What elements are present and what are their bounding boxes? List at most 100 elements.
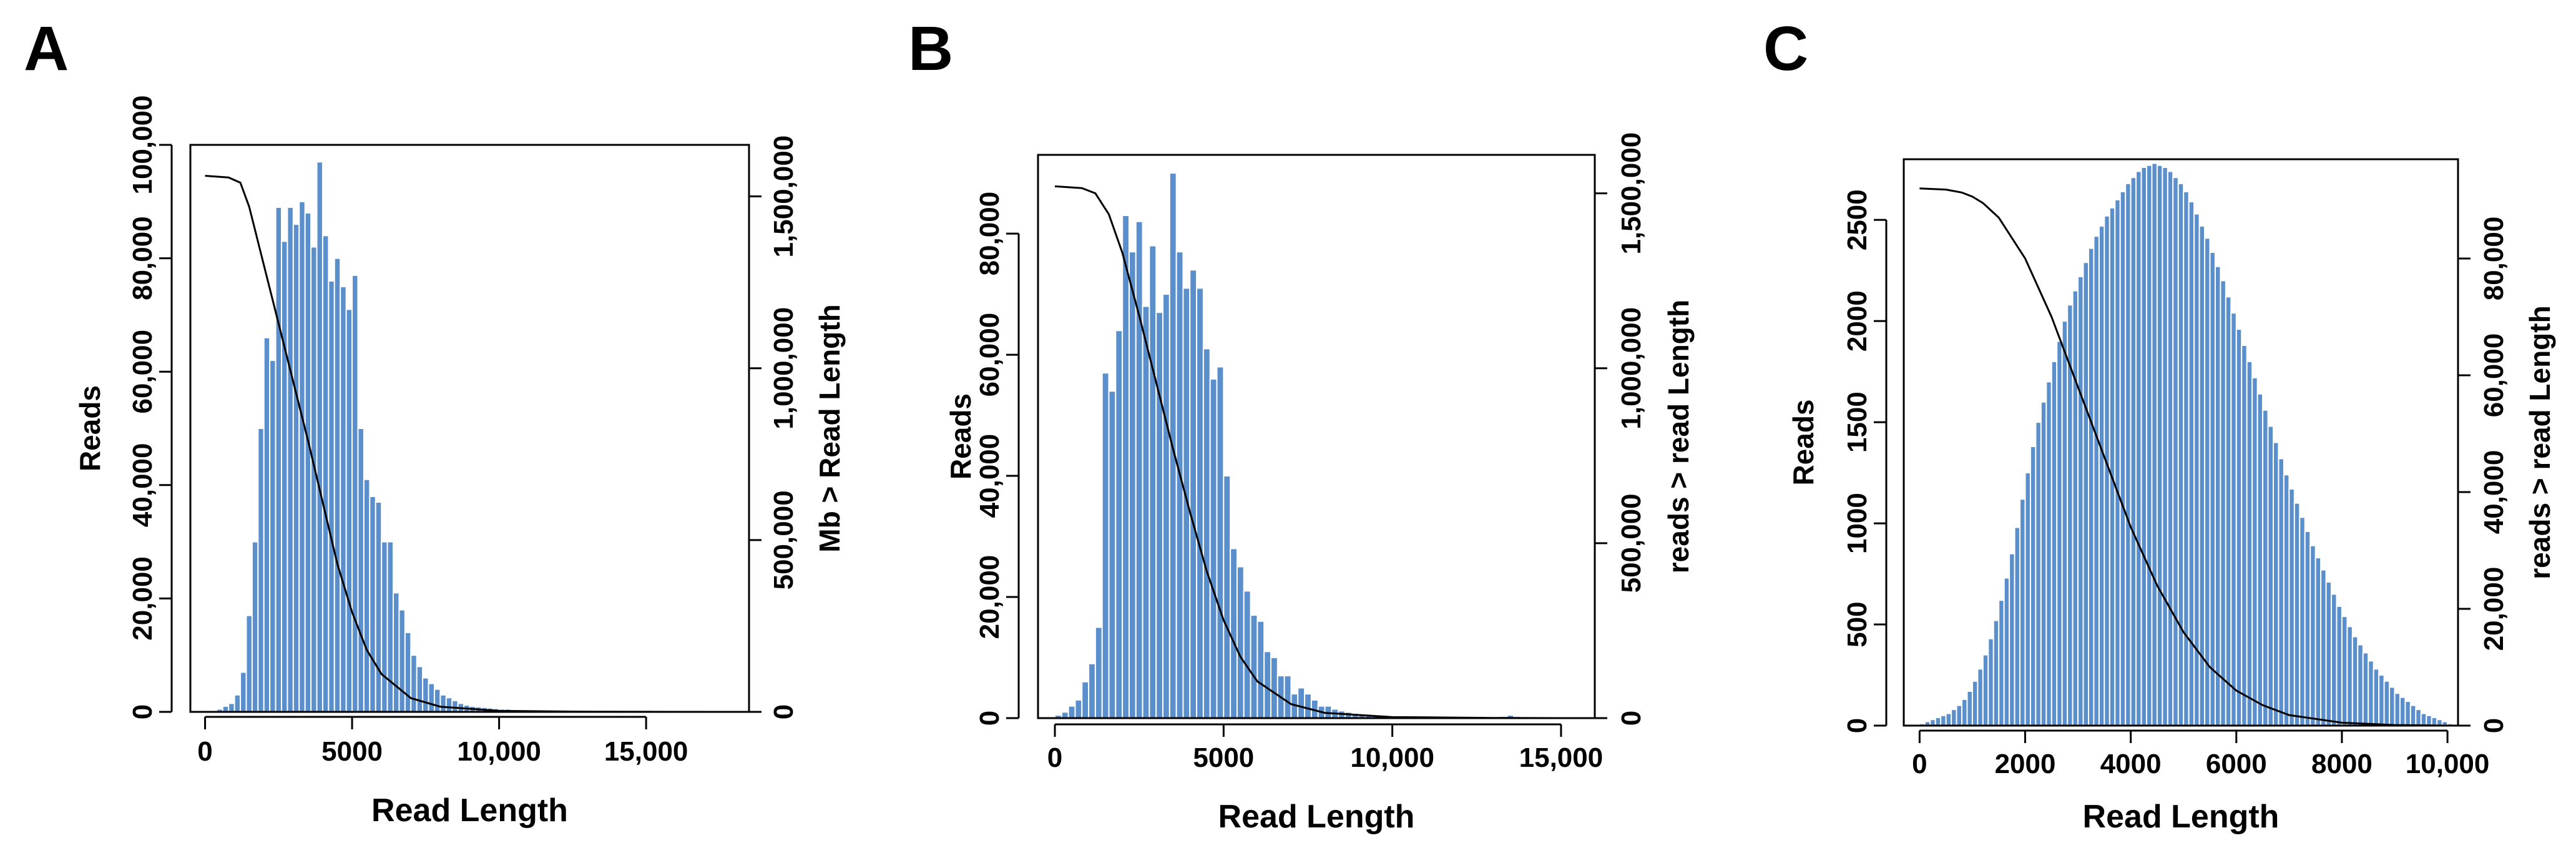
panel-c-x-axis-title: Read Length <box>2083 799 2280 835</box>
panel-label-c: C <box>1763 14 1808 84</box>
panel-c-bar <box>2029 445 2037 726</box>
panel-a-bar <box>298 200 306 712</box>
panel-c-y2-axis-title: reads > read Length <box>2524 305 2556 579</box>
panel-c-bar <box>2003 577 2010 727</box>
panel-a-bar <box>233 694 242 713</box>
panel-c-bar <box>2278 458 2285 727</box>
panel-a-bar <box>269 360 277 712</box>
panel-c-bar <box>1961 698 1968 726</box>
panel-b-bar <box>1128 251 1137 719</box>
panel-b-bar <box>1088 663 1096 719</box>
panel-a-bar <box>398 609 406 712</box>
panel-c-bar <box>2077 275 2084 726</box>
panel-a-bar <box>321 235 330 712</box>
panel-c-bar <box>2314 557 2322 726</box>
panel-c-bar <box>2341 616 2348 726</box>
panel-a-bar <box>228 703 235 713</box>
panel-b-bar <box>1115 330 1124 719</box>
panel-c-y2-tick-label: 60,000 <box>2479 333 2509 418</box>
panel-c-bar <box>2389 686 2396 727</box>
panel-label-a: A <box>24 14 69 84</box>
panel-c-bar <box>2130 177 2137 726</box>
panel-a-bar <box>381 541 388 712</box>
panel-c-bar <box>2320 569 2327 727</box>
panel-c-bar <box>2394 693 2401 726</box>
panel-c-bar <box>2299 516 2306 726</box>
panel-c-bar <box>2383 680 2391 726</box>
panel-c-bar <box>2135 170 2142 726</box>
panel-c-bar <box>2246 360 2253 726</box>
panel-c-bar <box>2088 247 2095 726</box>
panel-c-bar <box>1934 717 1942 726</box>
panel-c-bar <box>2204 237 2211 726</box>
panel-c-bar <box>2140 166 2148 726</box>
panel-a-bar <box>445 697 453 713</box>
panel-a-bar <box>286 206 294 712</box>
panel-a-x-tick-label: 5000 <box>321 736 383 767</box>
panel-c-bar <box>2220 280 2226 727</box>
panel-b-bar <box>1216 366 1225 719</box>
panel-a-bar <box>310 246 318 712</box>
panel-a-bar <box>363 478 371 712</box>
panel-a-bar <box>451 699 459 712</box>
panel-a-bar <box>304 212 312 712</box>
panel-c-bar <box>2420 712 2427 727</box>
panel-a-y2-tick-label: 1,500,000 <box>768 136 799 258</box>
panel-c-bar <box>2125 182 2132 727</box>
panel-c-bar <box>1940 714 1947 727</box>
panel-a-y-tick-label: 20,000 <box>127 556 158 641</box>
panel-b-bar <box>1094 626 1103 719</box>
panel-b-bar <box>1142 305 1150 719</box>
panel-b-bar <box>1189 269 1198 719</box>
panel-c-bar <box>2183 190 2190 727</box>
panel-b-bar <box>1182 287 1191 719</box>
panel-a-bar <box>345 308 353 712</box>
panel-a-bar <box>333 257 341 713</box>
panel-a-y-tick-label: 100,000 <box>127 95 158 194</box>
panel-b-bar <box>1155 312 1164 719</box>
panel-a-y-tick-label: 80,000 <box>127 216 158 300</box>
panel-b-bar <box>1263 651 1272 719</box>
panel-c-bar <box>2056 340 2063 726</box>
panel-a-bar <box>369 495 376 713</box>
panel-c-bar <box>2188 201 2195 726</box>
panel-c-y-tick-label: 500 <box>1842 601 1873 647</box>
panel-c-bar <box>2373 668 2380 727</box>
panel-b-bar <box>1250 614 1258 719</box>
panel-c-x-tick-label: 2000 <box>1995 749 2056 779</box>
panel-c-bar <box>2167 170 2174 726</box>
panel-c-bar <box>2162 166 2168 726</box>
panel-c-y2-tick-label: 20,000 <box>2479 567 2509 651</box>
panel-a-bar <box>275 206 283 712</box>
panel-c-x-tick-label: 4000 <box>2100 749 2162 779</box>
panel-c-bar <box>2241 345 2248 726</box>
panel-c-bar <box>2325 581 2333 727</box>
panel-c-bar <box>2093 235 2100 727</box>
panel-c-bar <box>2146 164 2153 727</box>
panel-c-y2-tick-label: 0 <box>2479 718 2509 733</box>
panel-c-x-tick-label: 8000 <box>2311 749 2373 779</box>
panel-c-bar <box>2014 526 2021 726</box>
panel-c-bar <box>2304 531 2311 726</box>
panel-a-chart: 0 5000 10,000 15,000 0 20,000 40,000 60,000 80,0… <box>74 95 846 829</box>
panel-c-bar <box>2198 225 2206 726</box>
panel-b-bar <box>1256 620 1265 719</box>
panel-c-y-tick-label: 0 <box>1842 718 1873 733</box>
panel-b-chart: 0 5000 10,000 15,000 0 20,000 40,000 60,000 80,0… <box>944 132 1695 835</box>
panel-c-bar <box>2331 593 2338 726</box>
panel-a-bar <box>416 666 424 712</box>
panel-c-y-tick-label: 1500 <box>1842 392 1873 453</box>
panel-a-bar <box>257 428 265 712</box>
panel-c-bar <box>1956 704 1963 727</box>
panel-b-bar <box>1074 699 1083 719</box>
panel-c-bar <box>2151 162 2158 726</box>
panel-b-y2-tick-label: 0 <box>1616 711 1647 726</box>
panel-b-bar <box>1202 348 1211 719</box>
panel-b-bar <box>1135 220 1144 719</box>
panel-c-bar <box>2040 401 2047 726</box>
panel-a-bar <box>439 694 447 713</box>
panel-c-bar <box>1966 690 1973 726</box>
panel-b-y-tick-label: 80,000 <box>974 192 1005 276</box>
panel-c-bar <box>2267 425 2275 726</box>
